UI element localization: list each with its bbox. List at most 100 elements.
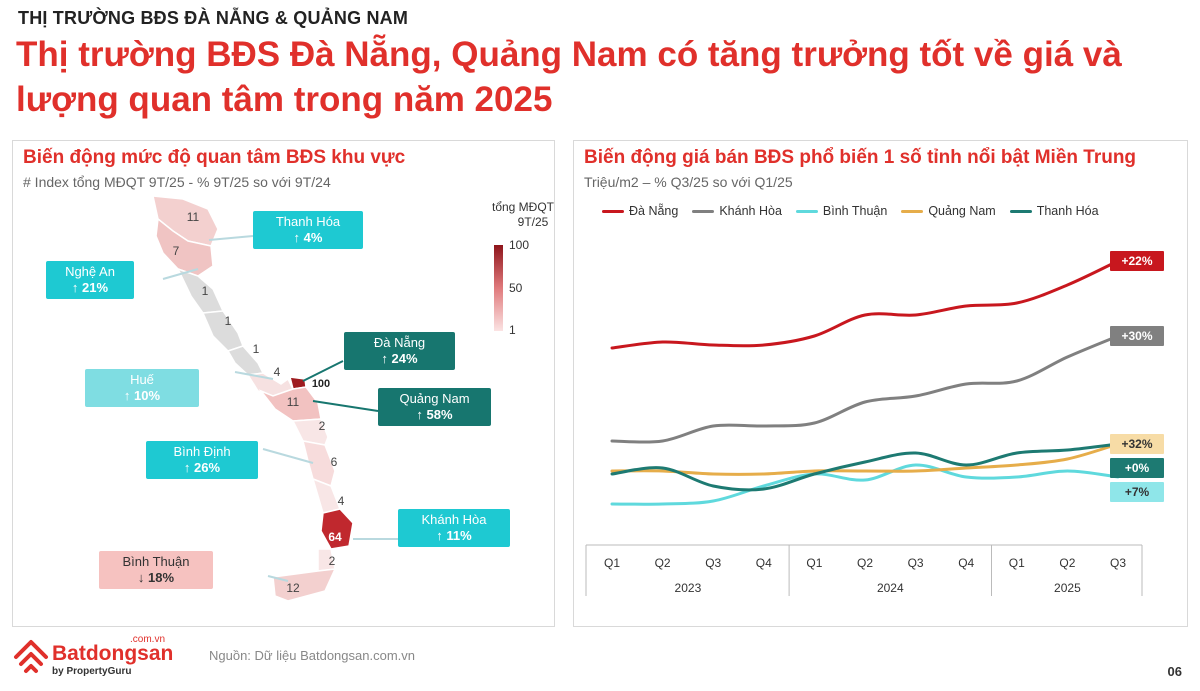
legend-item: Thanh Hóa xyxy=(1009,204,1099,218)
legend-item: Khánh Hòa xyxy=(692,204,782,218)
province-nghe-an-region xyxy=(155,217,214,277)
callout-box: Bình Định ↑ 26% xyxy=(146,441,258,479)
callout-box: Đà Nẵng ↑ 24% xyxy=(344,332,455,370)
series-end-label: +0% xyxy=(1125,461,1150,475)
x-tick-label: Q3 xyxy=(908,556,924,570)
region-value: 4 xyxy=(338,494,345,508)
callout-name: Huế xyxy=(130,372,154,387)
series-line xyxy=(610,463,1120,506)
legend-title-line1: tổng MĐQT xyxy=(492,200,554,214)
callout-name: Bình Thuận xyxy=(122,554,190,569)
legend-title-line2: 9T/25 xyxy=(518,215,549,229)
map-panel-title: Biến động mức độ quan tâm BĐS khu vực xyxy=(23,147,406,168)
legend-item: Quảng Nam xyxy=(901,204,996,218)
callout-box: Quảng Nam ↑ 58% xyxy=(378,388,491,426)
legend-swatch xyxy=(795,209,818,213)
map-panel-subtitle: # Index tổng MĐQT 9T/25 - % 9T/25 so với… xyxy=(23,174,331,190)
province-ha-tinh-region xyxy=(176,267,225,314)
x-tick-label: Q2 xyxy=(1059,556,1075,570)
callout-change: ↑ 26% xyxy=(183,460,221,475)
legend-item: Đà Nẵng xyxy=(602,204,678,218)
brand-logo: Batdongsan .com.vn by PropertyGuru xyxy=(12,633,202,683)
series-end-label-box xyxy=(1110,434,1164,454)
source-note: Nguồn: Dữ liệu Batdongsan.com.vn xyxy=(209,648,415,663)
province-quang-binh-region xyxy=(201,310,244,352)
region-value: 2 xyxy=(319,419,326,433)
series-end-label: +7% xyxy=(1125,485,1150,499)
series-end-label: +30% xyxy=(1121,329,1152,343)
region-value: 4 xyxy=(274,365,281,379)
region-value: 2 xyxy=(329,554,336,568)
series-end-label: +32% xyxy=(1121,437,1152,451)
callout-name: Đà Nẵng xyxy=(373,335,426,350)
province-quang-ngai-region xyxy=(291,418,329,446)
region-value: 12 xyxy=(286,581,300,595)
brand-domain: .com.vn xyxy=(130,634,166,645)
series-line xyxy=(610,442,1120,476)
region-value: 7 xyxy=(173,244,180,258)
line-chart-subtitle: Triệu/m2 – % Q3/25 so với Q1/25 xyxy=(584,174,793,190)
x-tick-label: Q3 xyxy=(705,556,721,570)
x-tick-label: Q4 xyxy=(756,556,772,570)
callout-name: Nghệ An xyxy=(65,264,115,279)
region-value: 6 xyxy=(331,455,338,469)
legend-mid: 50 xyxy=(509,281,523,295)
legend-swatch xyxy=(901,209,924,213)
legend-swatch xyxy=(602,209,624,213)
series-end-label-box xyxy=(1110,326,1164,346)
callout-box: Nghệ An ↑ 21% xyxy=(46,261,134,299)
x-group-label: 2023 xyxy=(675,581,702,595)
callout-name: Khánh Hòa xyxy=(421,512,487,527)
province-binh-thuan-region xyxy=(272,568,337,602)
legend-item: Bình Thuận xyxy=(795,204,887,218)
x-tick-label: Q2 xyxy=(655,556,671,570)
legend-label: Đà Nẵng xyxy=(629,204,679,218)
x-tick-label: Q1 xyxy=(1009,556,1025,570)
page-number: 06 xyxy=(1167,664,1182,679)
x-tick-label: Q4 xyxy=(958,556,974,570)
region-value: 11 xyxy=(187,210,200,224)
x-group-label: 2024 xyxy=(877,581,904,595)
callout-change: ↑ 10% xyxy=(123,388,161,403)
callout-change: ↑ 58% xyxy=(416,407,453,422)
x-tick-label: Q2 xyxy=(857,556,873,570)
region-value: 100 xyxy=(312,378,330,390)
callout-change: ↑ 24% xyxy=(381,351,418,366)
callout-box: Thanh Hóa ↑ 4% xyxy=(253,211,363,249)
legend-label: Khánh Hòa xyxy=(719,204,782,218)
legend-max: 100 xyxy=(509,238,529,252)
line-chart-panel: Biến động giá bán BĐS phổ biến 1 số tỉnh… xyxy=(573,140,1188,627)
legend-color-scale xyxy=(494,245,503,331)
series-end-label-box xyxy=(1110,482,1164,502)
chart-legend: Đà Nẵng Khánh Hòa Bình Thuận Quảng Nam Thanh… xyxy=(602,204,1099,218)
series-end-label-box xyxy=(1110,458,1164,478)
callout-change: ↓ 18% xyxy=(137,570,175,585)
callout-name: Thanh Hóa xyxy=(275,214,341,229)
x-group-label: 2025 xyxy=(1054,581,1081,595)
region-value: 1 xyxy=(202,284,209,298)
section-kicker: THỊ TRƯỜNG BĐS ĐÀ NẴNG & QUẢNG NAM xyxy=(18,8,409,28)
legend-label: Quảng Nam xyxy=(928,204,996,218)
logo-house-icon xyxy=(14,640,48,673)
province-khanh-hoa-region xyxy=(320,508,354,550)
legend-min: 1 xyxy=(509,323,516,337)
page-title: Thị trường BĐS Đà Nẵng, Quảng Nam có tăn… xyxy=(16,35,1122,119)
callout-change: ↑ 4% xyxy=(293,230,323,245)
region-value: 1 xyxy=(225,314,232,328)
province-phu-yen-region xyxy=(311,477,342,514)
brand-byline: by PropertyGuru xyxy=(52,666,132,677)
callout-change: ↑ 11% xyxy=(436,528,472,543)
callout-change: ↑ 21% xyxy=(71,280,109,295)
province-hue-region xyxy=(246,372,295,397)
series-end-label-box xyxy=(1110,251,1164,271)
province-quang-nam-region xyxy=(258,386,322,422)
callout-box: Khánh Hòa ↑ 11% xyxy=(398,509,510,547)
brand-name: Batdongsan xyxy=(52,642,174,665)
region-value: 11 xyxy=(287,395,300,409)
vietnam-central-map: 11 7 1 1 1 4 100 11 2 6 4 64 2 12 tổng M… xyxy=(152,195,554,602)
line-chart-title: Biến động giá bán BĐS phổ biến 1 số tỉnh… xyxy=(584,147,1137,168)
legend-label: Thanh Hóa xyxy=(1036,204,1099,218)
callout-box: Bình Thuận ↓ 18% xyxy=(99,551,213,589)
map-panel: Biến động mức độ quan tâm BĐS khu vực # … xyxy=(12,140,555,627)
